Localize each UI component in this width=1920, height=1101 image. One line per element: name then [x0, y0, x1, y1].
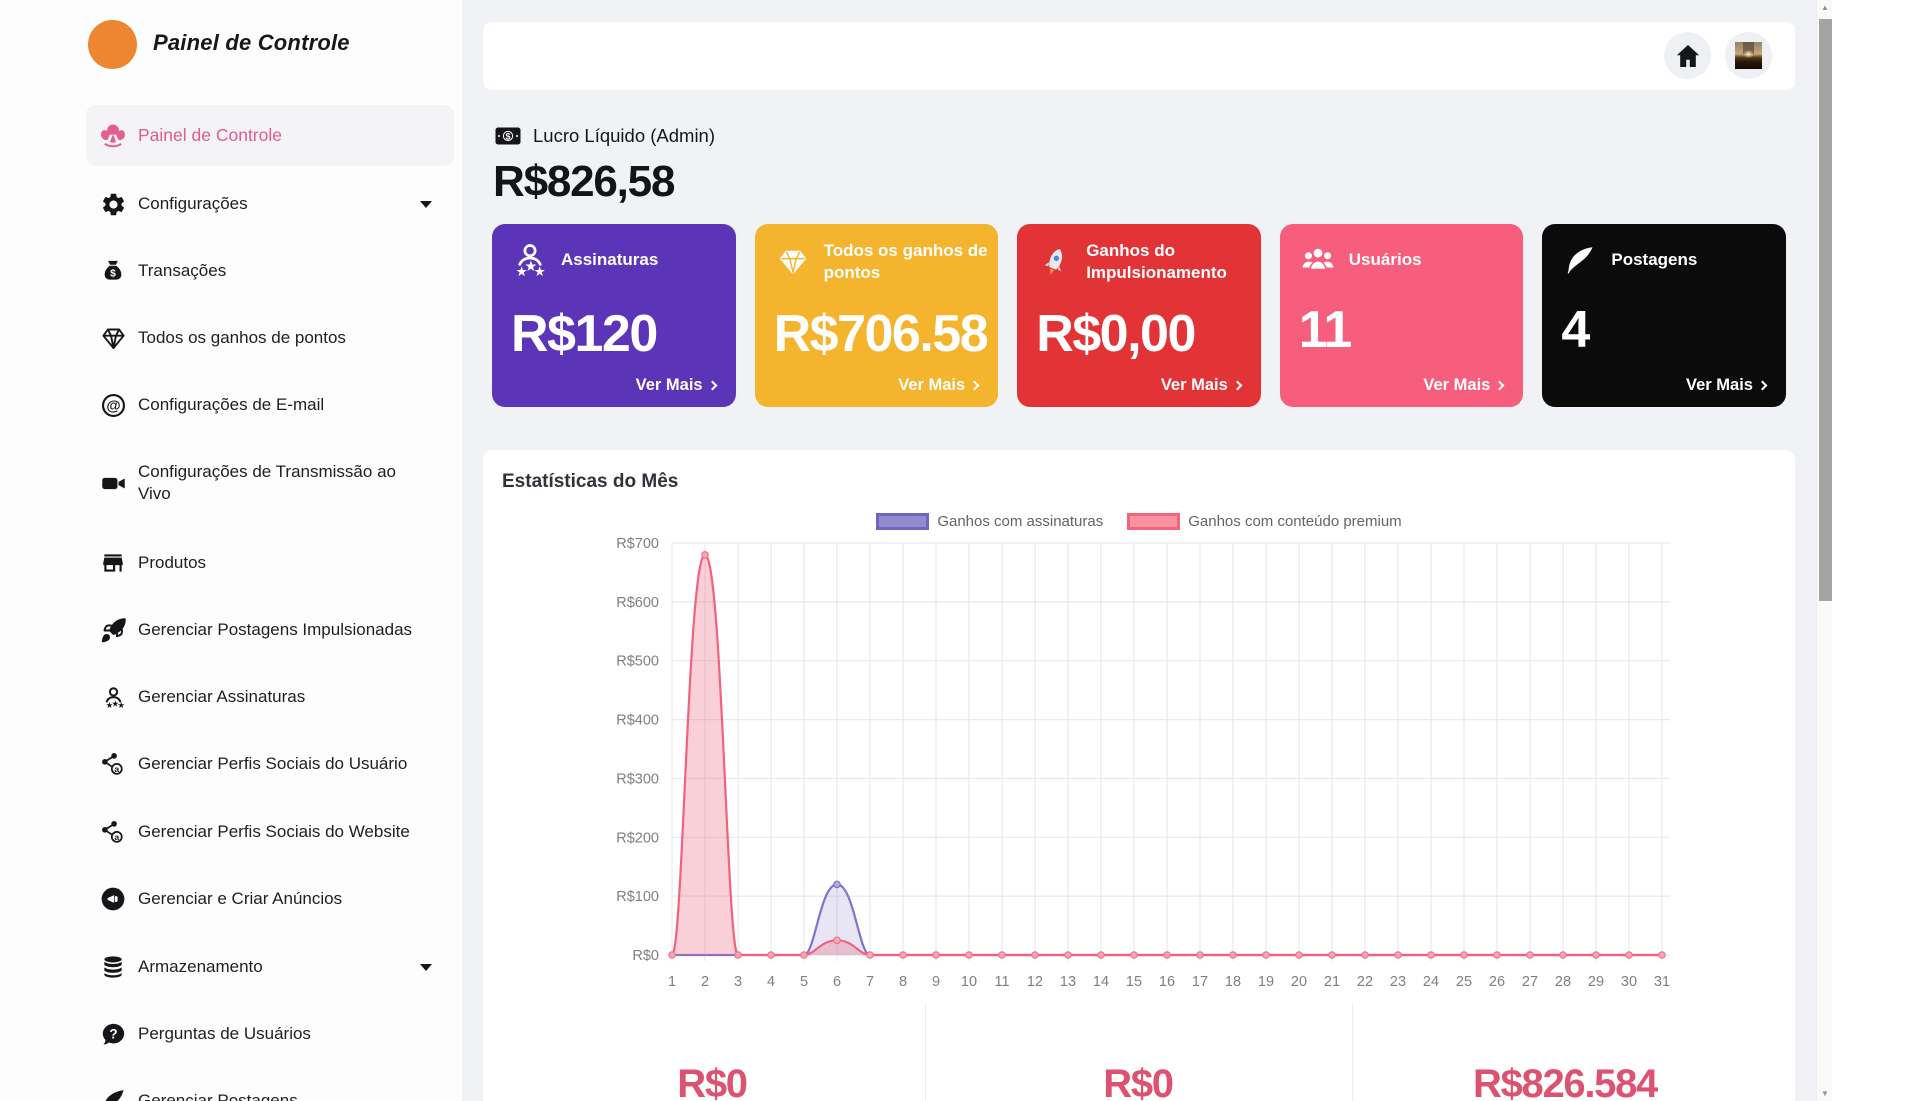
svg-text:★: ★ — [111, 698, 119, 708]
svg-text:23: 23 — [1390, 974, 1406, 990]
svg-text:31: 31 — [1654, 974, 1670, 990]
svg-text:1: 1 — [668, 974, 676, 990]
svg-text:8: 8 — [899, 974, 907, 990]
svg-text:4: 4 — [767, 974, 775, 990]
svg-text:R$200: R$200 — [616, 830, 659, 846]
svg-text:R$500: R$500 — [616, 654, 659, 670]
svg-text:26: 26 — [1489, 974, 1505, 990]
svg-text:20: 20 — [1291, 974, 1307, 990]
svg-text:R$0: R$0 — [632, 948, 659, 964]
svg-text:R$600: R$600 — [616, 595, 659, 611]
svg-text:10: 10 — [961, 974, 977, 990]
svg-text:24: 24 — [1423, 974, 1439, 990]
svg-text:R$700: R$700 — [616, 536, 659, 552]
svg-text:28: 28 — [1555, 974, 1571, 990]
svg-text:★: ★ — [105, 700, 113, 710]
svg-text:30: 30 — [1621, 974, 1637, 990]
svg-text:15: 15 — [1126, 974, 1142, 990]
svg-text:a: a — [114, 832, 119, 842]
svg-text:22: 22 — [1357, 974, 1373, 990]
svg-text:21: 21 — [1324, 974, 1340, 990]
svg-text:★: ★ — [117, 700, 125, 710]
svg-text:29: 29 — [1588, 974, 1604, 990]
svg-text:25: 25 — [1456, 974, 1472, 990]
svg-text:$: $ — [110, 268, 116, 279]
svg-text:a: a — [114, 764, 119, 774]
svg-text:13: 13 — [1060, 974, 1076, 990]
svg-text:★: ★ — [516, 264, 528, 279]
svg-text:19: 19 — [1258, 974, 1274, 990]
svg-text:★: ★ — [534, 264, 546, 279]
svg-text:18: 18 — [1225, 974, 1241, 990]
svg-text:7: 7 — [866, 974, 874, 990]
svg-text:6: 6 — [833, 974, 841, 990]
svg-text:2: 2 — [701, 974, 709, 990]
svg-text:$: $ — [505, 131, 510, 141]
svg-text:@: @ — [106, 398, 120, 414]
svg-text:3: 3 — [734, 974, 742, 990]
svg-text:17: 17 — [1192, 974, 1208, 990]
svg-text:12: 12 — [1027, 974, 1043, 990]
svg-text:11: 11 — [994, 974, 1009, 990]
svg-text:R$400: R$400 — [616, 713, 659, 729]
svg-text:16: 16 — [1159, 974, 1175, 990]
svg-text:R$100: R$100 — [616, 889, 659, 905]
svg-text:R$300: R$300 — [616, 771, 659, 787]
svg-text:5: 5 — [800, 974, 808, 990]
svg-text:27: 27 — [1522, 974, 1538, 990]
svg-text:14: 14 — [1093, 974, 1109, 990]
svg-text:?: ? — [109, 1026, 117, 1041]
svg-text:★: ★ — [524, 259, 537, 275]
svg-text:9: 9 — [932, 974, 940, 990]
